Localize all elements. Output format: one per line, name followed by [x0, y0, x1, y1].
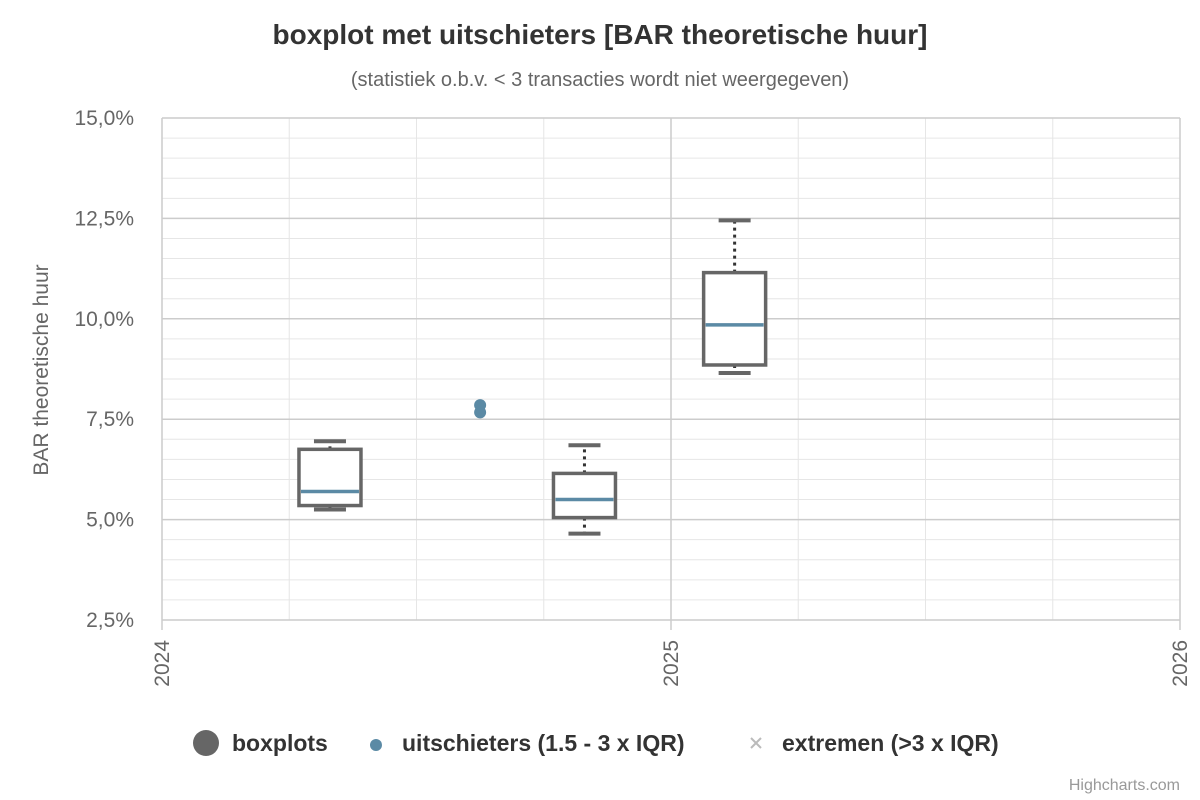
- boxplot-point: [701, 218, 768, 376]
- x-axis-ticks: 2024 2025 2026: [151, 620, 1192, 687]
- y-tick-label: 2,5%: [86, 609, 134, 632]
- outlier-point: [474, 406, 487, 419]
- legend-symbol: [370, 739, 382, 751]
- y-tick-label: 7,5%: [86, 408, 134, 431]
- box-iqr: [551, 471, 618, 520]
- legend-label: boxplots: [232, 730, 328, 756]
- legend: boxplots uitschieters (1.5 - 3 x IQR) extr…: [193, 730, 999, 756]
- boxplot-point: [551, 443, 618, 536]
- y-tick-label: 12,5%: [74, 207, 134, 230]
- box-iqr: [701, 270, 768, 367]
- outlier-series: [474, 399, 487, 419]
- legend-label: extremen (>3 x IQR): [782, 730, 999, 756]
- legend-symbol: [193, 730, 219, 756]
- credits-link[interactable]: Highcharts.com: [1069, 777, 1180, 794]
- legend-item-0: boxplots: [193, 730, 328, 756]
- boxplot-series: [297, 218, 768, 536]
- legend-label: uitschieters (1.5 - 3 x IQR): [402, 730, 684, 756]
- y-tick-label: 15,0%: [74, 107, 134, 130]
- legend-symbol: [750, 737, 762, 749]
- y-axis-title: BAR theoretische huur: [30, 264, 53, 475]
- y-tick-label: 5,0%: [86, 509, 134, 532]
- chart-subtitle: (statistiek o.b.v. < 3 transacties wordt…: [351, 69, 849, 91]
- chart-title: boxplot met uitschieters [BAR theoretisc…: [273, 19, 928, 50]
- box-iqr: [297, 447, 363, 508]
- plot-grid: [161, 117, 1181, 621]
- y-axis-ticks: 2,5% 5,0% 7,5% 10,0% 12,5% 15,0%: [74, 107, 134, 632]
- x-tick-label: 2024: [151, 640, 174, 687]
- boxplot-point: [297, 439, 363, 512]
- legend-item-1: uitschieters (1.5 - 3 x IQR): [370, 730, 684, 756]
- y-tick-label: 10,0%: [74, 308, 134, 331]
- x-tick-label: 2025: [660, 640, 683, 687]
- legend-item-2: extremen (>3 x IQR): [750, 730, 999, 756]
- x-tick-label: 2026: [1169, 640, 1192, 687]
